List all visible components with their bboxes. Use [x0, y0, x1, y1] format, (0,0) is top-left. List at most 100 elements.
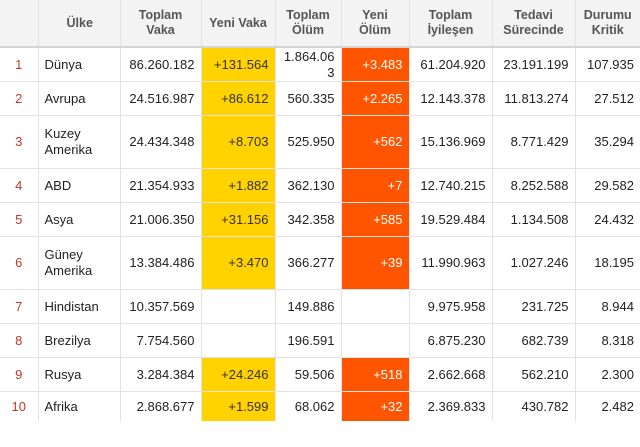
critical-cell: 2.300	[575, 357, 640, 392]
country-cell: Kuzey Amerika	[38, 115, 121, 169]
country-cell: Dünya	[38, 47, 121, 82]
total-recovered-cell: 11.990.963	[409, 236, 493, 290]
table-row: 4 ABD 21.354.933 +1.882 362.130 +7 12.74…	[0, 168, 640, 203]
country-cell: Asya	[38, 202, 121, 237]
header-critical[interactable]: Durumu Kritik	[575, 0, 640, 48]
rank-cell: 2	[0, 81, 39, 116]
country-cell: Rusya	[38, 357, 121, 392]
total-cases-cell: 21.006.350	[120, 202, 202, 237]
table-row: 5 Asya 21.006.350 +31.156 342.358 +585 1…	[0, 202, 640, 237]
header-total-deaths[interactable]: Toplam Ölüm	[275, 0, 342, 48]
active-cases-cell: 562.210	[492, 357, 576, 392]
table-row: 2 Avrupa 24.516.987 +86.612 560.335 +2.2…	[0, 81, 640, 116]
total-deaths-cell: 59.506	[275, 357, 342, 392]
new-deaths-cell: +2.265	[341, 81, 410, 116]
covid-stats-table: Ülke Toplam Vaka Yeni Vaka Toplam Ölüm Y…	[0, 0, 640, 421]
total-deaths-cell: 196.591	[275, 323, 342, 358]
critical-cell: 2.482	[601, 398, 634, 414]
new-deaths-cell: +518	[341, 357, 410, 392]
total-cases-cell: 7.754.560	[120, 323, 202, 358]
active-cases-cell: 8.771.429	[492, 115, 576, 169]
country-cell: Afrika	[38, 391, 121, 421]
active-cases-cell: 11.813.274	[492, 81, 576, 116]
rank-cell: 6	[0, 236, 39, 290]
country-cell: ABD	[38, 168, 121, 203]
total-deaths-cell: 362.130	[275, 168, 342, 203]
active-cases-cell: 8.252.588	[492, 168, 576, 203]
header-new-cases[interactable]: Yeni Vaka	[201, 0, 276, 48]
header-active-cases[interactable]: Tedavi Sürecinde	[492, 0, 576, 48]
header-rank[interactable]	[0, 0, 39, 48]
new-deaths-cell: +39	[341, 236, 410, 290]
total-deaths-cell: 342.358	[275, 202, 342, 237]
critical-cell: 35.294	[575, 115, 640, 169]
active-cases-cell: 430.782	[492, 391, 576, 421]
total-cases-cell: 24.434.348	[120, 115, 202, 169]
rank-cell: 1	[0, 47, 39, 82]
critical-cell: 8.944	[575, 289, 640, 324]
total-deaths-cell: 560.335	[275, 81, 342, 116]
total-cases-cell: 86.260.182	[120, 47, 202, 82]
critical-cell: 8.318	[575, 323, 640, 358]
table-row: 3 Kuzey Amerika 24.434.348 +8.703 525.95…	[0, 115, 640, 169]
active-cases-cell: 1.134.508	[492, 202, 576, 237]
rank-cell: 5	[0, 202, 39, 237]
header-total-cases[interactable]: Toplam Vaka	[120, 0, 202, 48]
table-row: 6 Güney Amerika 13.384.486 +3.470 366.27…	[0, 236, 640, 290]
new-deaths-cell: +562	[341, 115, 410, 169]
total-deaths-cell: 525.950	[275, 115, 342, 169]
critical-cell: 18.195	[575, 236, 640, 290]
new-deaths-cell: +7	[341, 168, 410, 203]
total-cases-cell: 24.516.987	[120, 81, 202, 116]
table-row: 1 Dünya 86.260.182 +131.564 1.864.063 +3…	[0, 47, 640, 82]
total-cases-cell: 2.868.677	[120, 391, 202, 421]
total-recovered-cell: 9.975.958	[409, 289, 493, 324]
new-cases-cell: +8.703	[201, 115, 276, 169]
total-cases-cell: 3.284.384	[120, 357, 202, 392]
total-deaths-cell: 68.062	[275, 391, 342, 421]
new-deaths-cell: +32	[341, 391, 410, 421]
new-cases-cell: +24.246	[201, 357, 276, 392]
new-deaths-cell	[341, 323, 410, 358]
active-cases-cell: 1.027.246	[492, 236, 576, 290]
country-cell: Hindistan	[38, 289, 121, 324]
total-cases-cell: 10.357.569	[120, 289, 202, 324]
table-row: 10 Afrika 2.868.677 +1.599 68.062 +32 2.…	[0, 391, 640, 421]
table-row: 8 Brezilya 7.754.560 196.591 6.875.230 6…	[0, 323, 640, 358]
country-cell: Brezilya	[38, 323, 121, 358]
critical-cell: 107.935	[575, 47, 640, 82]
table-header-row: Ülke Toplam Vaka Yeni Vaka Toplam Ölüm Y…	[0, 0, 640, 48]
new-deaths-cell	[341, 289, 410, 324]
new-cases-cell: +31.156	[201, 202, 276, 237]
country-cell: Güney Amerika	[38, 236, 121, 290]
critical-cell: 24.432	[575, 202, 640, 237]
rank-cell: 4	[0, 168, 39, 203]
critical-cell: 29.582	[575, 168, 640, 203]
total-deaths-cell: 366.277	[275, 236, 342, 290]
new-cases-cell: +131.564	[201, 47, 276, 82]
header-country[interactable]: Ülke	[38, 0, 121, 48]
table-row: 9 Rusya 3.284.384 +24.246 59.506 +518 2.…	[0, 357, 640, 392]
header-new-deaths[interactable]: Yeni Ölüm	[341, 0, 410, 48]
total-deaths-cell: 1.864.063	[275, 47, 342, 82]
critical-cell: 27.512	[575, 81, 640, 116]
table-row: 7 Hindistan 10.357.569 149.886 9.975.958…	[0, 289, 640, 324]
rank-cell: 3	[0, 115, 39, 169]
new-deaths-cell: +3.483	[341, 47, 410, 82]
total-recovered-cell: 61.204.920	[409, 47, 493, 82]
rank-cell: 7	[0, 289, 39, 324]
rank-cell: 9	[0, 357, 39, 392]
total-deaths-cell: 149.886	[275, 289, 342, 324]
total-recovered-cell: 19.529.484	[409, 202, 493, 237]
new-cases-cell: +3.470	[201, 236, 276, 290]
new-cases-cell: +1.599	[201, 391, 276, 421]
total-cases-cell: 21.354.933	[120, 168, 202, 203]
active-cases-cell: 682.739	[492, 323, 576, 358]
header-total-recovered[interactable]: Toplam İyileşen	[409, 0, 493, 48]
total-recovered-cell: 6.875.230	[409, 323, 493, 358]
total-cases-cell: 13.384.486	[120, 236, 202, 290]
active-cases-cell: 231.725	[492, 289, 576, 324]
total-recovered-cell: 12.143.378	[409, 81, 493, 116]
rank-cell: 8	[0, 323, 39, 358]
new-cases-cell: +1.882	[201, 168, 276, 203]
